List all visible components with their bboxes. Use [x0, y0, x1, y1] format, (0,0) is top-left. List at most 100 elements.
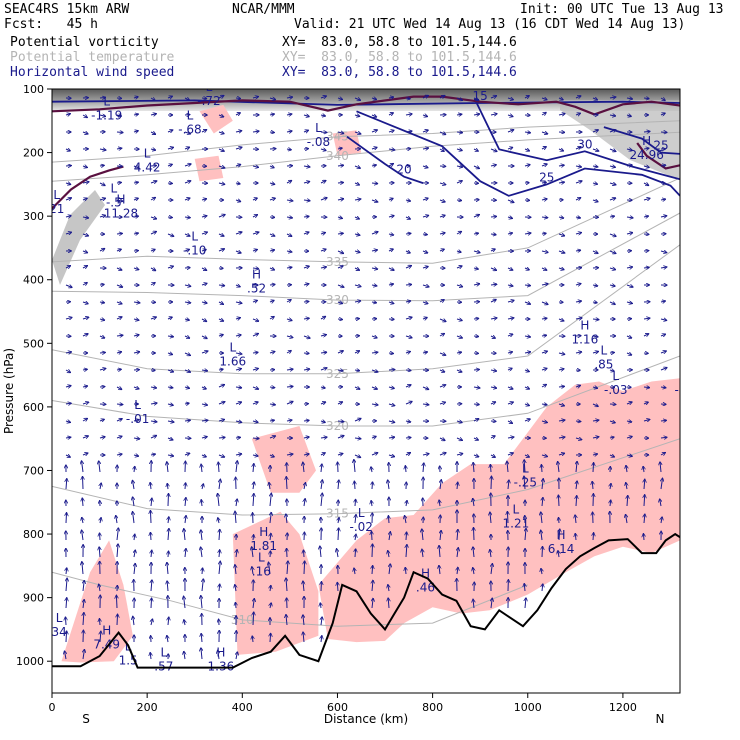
- wind-vector: [83, 613, 84, 626]
- wind-vector: [116, 317, 122, 319]
- wind-vector: [303, 115, 309, 117]
- wind-vector: [303, 462, 304, 473]
- wind-vector: [661, 478, 662, 490]
- wind-vector: [150, 114, 156, 115]
- wind-vector: [525, 598, 526, 609]
- wind-vector: [456, 232, 461, 234]
- pv-shading-region: [251, 426, 316, 493]
- wind-vector: [592, 302, 597, 303]
- wind-vector: [218, 96, 224, 98]
- wind-vector: [644, 495, 645, 507]
- wind-vector: [202, 579, 203, 592]
- wind-vector: [371, 467, 372, 473]
- wind-vector: [626, 233, 633, 234]
- wind-vector: [167, 636, 168, 643]
- wind-vector: [354, 251, 360, 252]
- wind-vector: [354, 268, 359, 270]
- wind-vector: [643, 318, 650, 319]
- wind-vector: [371, 532, 372, 541]
- wind-vector: [575, 217, 580, 218]
- wind-vector: [439, 453, 446, 455]
- wind-vector: [592, 454, 597, 455]
- wind-vector: [82, 369, 87, 370]
- wind-vector: [491, 598, 492, 609]
- wind-vector: [456, 181, 462, 183]
- wind-vector: [626, 455, 632, 456]
- y-tick-label: 1000: [16, 655, 44, 668]
- pv-extremum-marker: H: [102, 623, 111, 637]
- wind-vector: [320, 149, 326, 150]
- wind-vector: [457, 529, 458, 541]
- wind-vector: [270, 533, 271, 541]
- wind-vector: [116, 182, 121, 183]
- wind-vector: [473, 114, 479, 115]
- wind-vector: [355, 549, 356, 558]
- wind-vector: [235, 131, 242, 132]
- wind-vector: [116, 369, 121, 370]
- field-name-wind: Horizontal wind speed: [10, 65, 175, 80]
- wind-vector: [218, 385, 224, 387]
- x-tick-label: 1200: [609, 701, 637, 714]
- wind-vector: [558, 386, 564, 387]
- wind-vector: [405, 385, 411, 387]
- wind-vector: [643, 131, 650, 132]
- wind-vector: [337, 436, 344, 438]
- wind-vector: [151, 580, 152, 592]
- wind-vector: [286, 131, 292, 132]
- wind-vector: [558, 551, 559, 558]
- wind-vector: [456, 114, 462, 115]
- pv-extremum-value: -.25: [514, 475, 537, 489]
- wind-vector: [117, 614, 118, 626]
- wind-vector: [235, 302, 242, 303]
- wind-vector: [507, 268, 513, 270]
- wind-vector: [337, 370, 343, 371]
- wind-vector: [456, 98, 462, 100]
- wind-vector: [99, 97, 105, 98]
- wind-vector: [490, 96, 496, 98]
- x-tick-label: 1000: [514, 701, 542, 714]
- wind-vector: [507, 147, 513, 149]
- wind-vector: [490, 165, 496, 166]
- field-name-pv: Potential vorticity: [10, 35, 159, 50]
- wind-vector: [541, 182, 546, 183]
- pv-extremum-marker: L: [160, 646, 167, 660]
- wind-vector: [422, 166, 428, 168]
- wind-vector: [439, 132, 446, 134]
- y-tick-label: 500: [23, 337, 44, 350]
- theta-contour: [52, 244, 680, 375]
- wind-vector: [219, 584, 220, 592]
- wind-vector: [490, 387, 496, 388]
- wind-vector: [286, 420, 292, 421]
- wind-vector: [270, 633, 271, 643]
- pv-shading-region: [61, 540, 133, 663]
- wind-vector: [592, 200, 598, 202]
- pv-shading-region: [194, 155, 224, 182]
- wind-vector: [405, 217, 410, 219]
- theta-contour-label: 315: [326, 507, 349, 521]
- wind-vector: [541, 132, 548, 134]
- wind-vector: [354, 285, 361, 287]
- wind-vector: [82, 302, 88, 304]
- wind-vector: [643, 166, 649, 167]
- wind-vector: [456, 352, 461, 353]
- wind-vector: [592, 251, 598, 253]
- wind-vector: [219, 561, 220, 575]
- wind-vector: [610, 500, 611, 507]
- wind-vector: [576, 481, 577, 490]
- wind-vector: [235, 165, 241, 166]
- wind-vector: [99, 215, 105, 217]
- wind-vector: [65, 183, 71, 184]
- pv-extremum-value: 21: [49, 202, 64, 216]
- wind-vector: [218, 183, 225, 184]
- wind-vector: [626, 217, 633, 218]
- wind-vector: [150, 511, 151, 524]
- wind-vector: [558, 268, 564, 270]
- wind-vector: [303, 581, 304, 592]
- pv-extremum-value: .85: [594, 358, 613, 372]
- wind-vector: [269, 114, 274, 115]
- wind-vector: [388, 387, 394, 388]
- wind-vector: [644, 514, 645, 524]
- wind-vector: [133, 497, 134, 507]
- wind-vector: [541, 512, 542, 524]
- wind-vector: [150, 149, 155, 150]
